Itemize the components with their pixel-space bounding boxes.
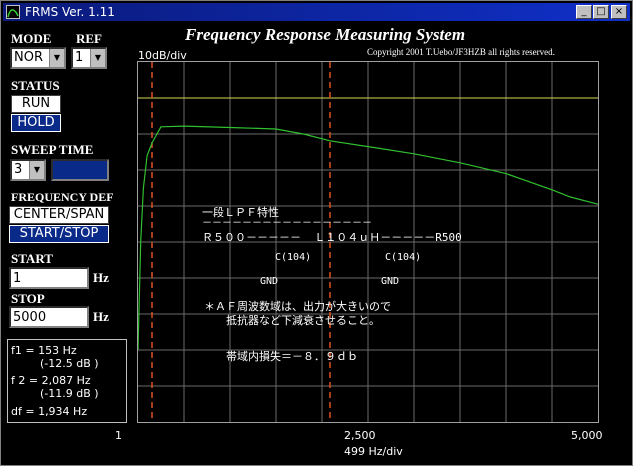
start-unit: Hz [93, 270, 109, 285]
annotation-line3: Ｒ５００－－－－－ Ｌ１０４ｕＨ－－－－－R500 [202, 231, 462, 244]
close-icon: × [614, 6, 624, 17]
mode-value: NOR [14, 50, 43, 65]
f1-readout: f1 = 153 Hz [11, 344, 77, 357]
window-title: FRMS Ver. 1.11 [25, 5, 115, 19]
stop-unit: Hz [93, 309, 109, 324]
title-bar: FRMS Ver. 1.11 _ □ × [3, 3, 630, 21]
hold-button[interactable]: HOLD [11, 114, 61, 132]
f1-db-readout: (-12.5 dB ) [40, 357, 99, 370]
annotation-gnd2: GND [381, 276, 400, 287]
mode-label: MODE [11, 31, 52, 46]
ref-value: 1 [75, 50, 84, 65]
ref-label: REF [76, 31, 102, 46]
mode-select[interactable]: NOR ▼ [10, 47, 66, 69]
df-readout: df = 1,934 Hz [11, 405, 88, 418]
frequency-def-label: FREQUENCY DEF [11, 190, 114, 204]
annotation-gnd1: GND [260, 276, 279, 287]
maximize-button[interactable]: □ [593, 5, 609, 19]
sweep-progress-indicator [51, 159, 109, 181]
y-scale-label: 10dB/div [138, 49, 187, 62]
annotation-line5: 抵抗器など下減衰させること。 [226, 314, 380, 327]
chevron-down-icon: ▼ [29, 161, 44, 179]
chevron-down-icon: ▼ [90, 49, 105, 67]
annotation-line4: ＊ＡＦ周波数域は、出力が大きいので [204, 300, 391, 313]
f2-db-readout: (-11.9 dB ) [40, 387, 99, 400]
annotation-c2: C(104) [385, 252, 422, 263]
response-graph[interactable]: 一段ＬＰＦ特性 －－－－－－－－－－－－－－－－－ Ｒ５００－－－－－ Ｌ１０４… [137, 61, 599, 423]
response-plot-svg [138, 62, 598, 422]
annotation-line1: 一段ＬＰＦ特性 [202, 206, 279, 219]
f2-readout: f 2 = 2,087 Hz [11, 374, 91, 387]
copyright-text: Copyright 2001 T.Uebo/JF3HZB all rights … [367, 47, 555, 57]
stop-label: STOP [11, 291, 45, 306]
sweep-time-value: 3 [14, 162, 23, 177]
sweep-time-select[interactable]: 3 ▼ [10, 159, 46, 181]
close-button[interactable]: × [611, 5, 627, 19]
x-tick-label-min: 1 [115, 429, 122, 442]
x-tick-label-max: 5,000 [571, 429, 603, 442]
x-scale-label: 499 Hz/div [344, 445, 403, 458]
app-icon [6, 5, 20, 19]
start-frequency-input[interactable]: 1 [9, 267, 89, 289]
status-label: STATUS [11, 78, 60, 93]
maximize-icon: □ [596, 6, 606, 17]
start-label: START [11, 251, 53, 266]
minimize-button[interactable]: _ [576, 5, 592, 19]
start-stop-button[interactable]: START/STOP [9, 225, 109, 243]
annotation-line2: －－－－－－－－－－－－－－－－－ [202, 218, 372, 229]
annotation-line6: 帯域内損失＝－８．９ｄｂ [226, 350, 358, 363]
center-span-button[interactable]: CENTER/SPAN [9, 206, 109, 224]
minimize-icon: _ [581, 6, 587, 17]
x-tick-label-mid: 2,500 [344, 429, 376, 442]
annotation-c1: C(104) [275, 252, 312, 263]
response-trace-0 [138, 125, 598, 351]
marker-info-panel: f1 = 153 Hz (-12.5 dB ) f 2 = 2,087 Hz (… [7, 339, 127, 423]
run-button[interactable]: RUN [11, 95, 61, 113]
ref-select[interactable]: 1 ▼ [71, 47, 107, 69]
plot-title: Frequency Response Measuring System [185, 25, 466, 44]
sweep-time-label: SWEEP TIME [11, 142, 94, 157]
stop-frequency-input[interactable]: 5000 [9, 306, 89, 328]
chevron-down-icon: ▼ [49, 49, 64, 67]
